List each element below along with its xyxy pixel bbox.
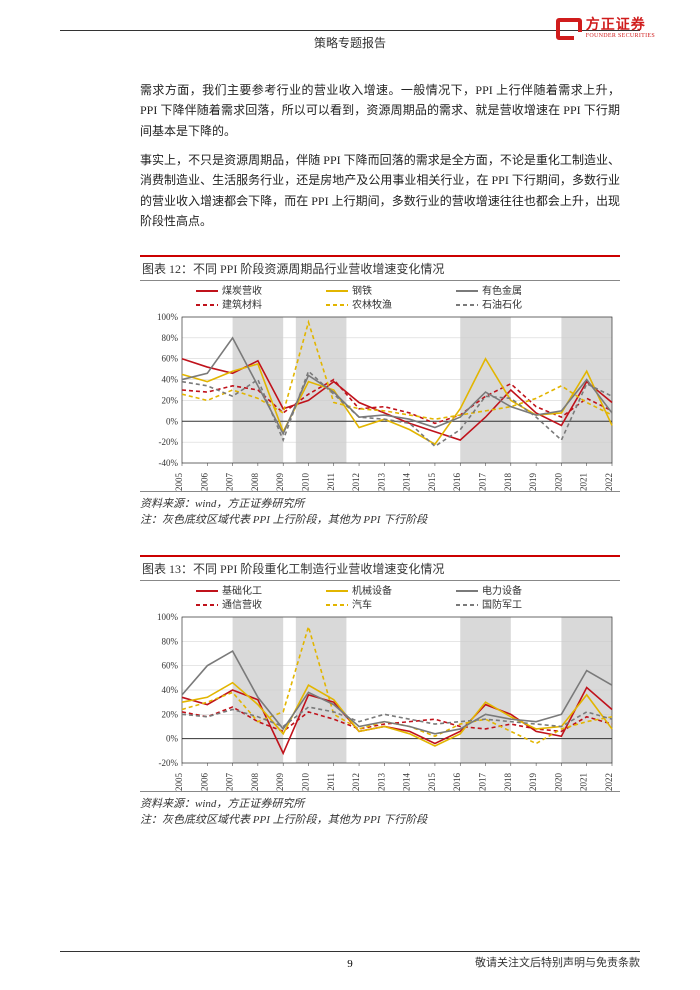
svg-text:2013: 2013 bbox=[376, 773, 386, 792]
svg-text:-20%: -20% bbox=[159, 437, 179, 447]
svg-text:2021: 2021 bbox=[579, 473, 589, 491]
svg-text:煤炭营收: 煤炭营收 bbox=[222, 284, 262, 297]
svg-text:2007: 2007 bbox=[225, 473, 235, 492]
chart-12-source: 资料来源：wind，方正证券研究所 bbox=[140, 491, 620, 511]
chart-12-title: 图表 12：不同 PPI 阶段资源周期品行业营收增速变化情况 bbox=[140, 255, 620, 281]
svg-text:钢铁: 钢铁 bbox=[352, 284, 372, 297]
svg-text:2018: 2018 bbox=[503, 773, 513, 792]
svg-text:国防军工: 国防军工 bbox=[482, 598, 522, 611]
svg-text:2008: 2008 bbox=[250, 773, 260, 792]
svg-text:基础化工: 基础化工 bbox=[222, 584, 262, 597]
svg-text:2011: 2011 bbox=[326, 473, 336, 491]
svg-text:2009: 2009 bbox=[275, 473, 285, 492]
chart-13-area: -20% 0% 20% 40% 60% 80% 100% 2005 2006 2007 2008 20… bbox=[140, 581, 620, 791]
svg-text:100%: 100% bbox=[157, 312, 179, 322]
header-rule bbox=[60, 30, 640, 31]
svg-text:2007: 2007 bbox=[225, 773, 235, 792]
svg-text:电力设备: 电力设备 bbox=[482, 584, 522, 597]
chart-13-svg: -20% 0% 20% 40% 60% 80% 100% 2005 2006 2007 2008 20… bbox=[140, 581, 620, 791]
svg-text:2010: 2010 bbox=[300, 473, 310, 492]
chart-12-block: 图表 12：不同 PPI 阶段资源周期品行业营收增速变化情况 -40% -20% 0… bbox=[140, 255, 620, 527]
svg-text:2015: 2015 bbox=[427, 473, 437, 492]
svg-text:2010: 2010 bbox=[300, 773, 310, 792]
svg-text:-20%: -20% bbox=[159, 758, 179, 768]
svg-text:2016: 2016 bbox=[452, 473, 462, 492]
svg-text:建筑材料: 建筑材料 bbox=[222, 298, 262, 311]
svg-text:2019: 2019 bbox=[528, 773, 538, 792]
chart-12-svg: -40% -20% 0% 20% 40% 60% 80% 100% 2005 2006 2007 20… bbox=[140, 281, 620, 491]
svg-text:0%: 0% bbox=[166, 734, 179, 744]
svg-text:2013: 2013 bbox=[376, 473, 386, 492]
svg-text:2006: 2006 bbox=[199, 773, 209, 792]
svg-text:2016: 2016 bbox=[452, 773, 462, 792]
footer-rule bbox=[60, 951, 640, 952]
svg-text:2005: 2005 bbox=[174, 473, 184, 492]
svg-text:2022: 2022 bbox=[604, 773, 614, 791]
svg-text:2019: 2019 bbox=[528, 473, 538, 492]
chart-12-note: 注：灰色底纹区域代表 PPI 上行阶段，其他为 PPI 下行阶段 bbox=[140, 511, 620, 527]
chart-13-block: 图表 13：不同 PPI 阶段重化工制造行业营收增速变化情况 -20% 0% 20%… bbox=[140, 555, 620, 827]
svg-text:2012: 2012 bbox=[351, 473, 361, 491]
chart-13-title: 图表 13：不同 PPI 阶段重化工制造行业营收增速变化情况 bbox=[140, 555, 620, 581]
svg-text:40%: 40% bbox=[162, 685, 179, 695]
svg-text:20%: 20% bbox=[162, 395, 179, 405]
svg-text:60%: 60% bbox=[162, 661, 179, 671]
svg-text:2014: 2014 bbox=[402, 473, 412, 492]
logo-text-cn: 方正证券 bbox=[586, 19, 655, 33]
svg-text:汽车: 汽车 bbox=[352, 598, 372, 611]
svg-text:2008: 2008 bbox=[250, 473, 260, 492]
svg-text:2014: 2014 bbox=[402, 773, 412, 792]
svg-text:60%: 60% bbox=[162, 354, 179, 364]
chart-13-note: 注：灰色底纹区域代表 PPI 上行阶段，其他为 PPI 下行阶段 bbox=[140, 811, 620, 827]
svg-text:有色金属: 有色金属 bbox=[482, 284, 522, 297]
paragraph-2: 事实上，不只是资源周期品，伴随 PPI 下降而回落的需求是全方面，不论是重化工制… bbox=[140, 150, 620, 232]
svg-text:农林牧渔: 农林牧渔 bbox=[352, 298, 392, 311]
svg-text:2020: 2020 bbox=[553, 773, 563, 792]
svg-text:40%: 40% bbox=[162, 375, 179, 385]
svg-text:石油石化: 石油石化 bbox=[482, 298, 522, 311]
svg-text:2005: 2005 bbox=[174, 773, 184, 792]
chart-12-area: -40% -20% 0% 20% 40% 60% 80% 100% 2005 2006 2007 20… bbox=[140, 281, 620, 491]
brand-logo: 方正证券 FOUNDER SECURITIES bbox=[556, 18, 655, 40]
footer-disclaimer: 敬请关注文后特别声明与免责条款 bbox=[475, 954, 640, 970]
svg-text:2021: 2021 bbox=[579, 773, 589, 791]
chart-13-source: 资料来源：wind，方正证券研究所 bbox=[140, 791, 620, 811]
svg-text:2022: 2022 bbox=[604, 473, 614, 491]
svg-text:100%: 100% bbox=[157, 612, 179, 622]
svg-text:2011: 2011 bbox=[326, 773, 336, 791]
svg-text:2006: 2006 bbox=[199, 473, 209, 492]
svg-text:2020: 2020 bbox=[553, 473, 563, 492]
svg-text:通信营收: 通信营收 bbox=[222, 598, 262, 611]
paragraph-1: 需求方面，我们主要参考行业的营业收入增速。一般情况下，PPI 上行伴随着需求上升… bbox=[140, 80, 620, 141]
svg-text:-40%: -40% bbox=[159, 458, 179, 468]
svg-text:80%: 80% bbox=[162, 333, 179, 343]
svg-text:2017: 2017 bbox=[478, 773, 488, 792]
logo-text-en: FOUNDER SECURITIES bbox=[586, 33, 655, 39]
svg-text:0%: 0% bbox=[166, 416, 179, 426]
logo-mark-icon bbox=[556, 18, 582, 40]
svg-text:2015: 2015 bbox=[427, 773, 437, 792]
svg-text:2012: 2012 bbox=[351, 773, 361, 791]
svg-text:机械设备: 机械设备 bbox=[352, 584, 392, 597]
svg-text:20%: 20% bbox=[162, 709, 179, 719]
svg-text:2017: 2017 bbox=[478, 473, 488, 492]
svg-text:2018: 2018 bbox=[503, 473, 513, 492]
svg-text:2009: 2009 bbox=[275, 773, 285, 792]
svg-text:80%: 80% bbox=[162, 636, 179, 646]
